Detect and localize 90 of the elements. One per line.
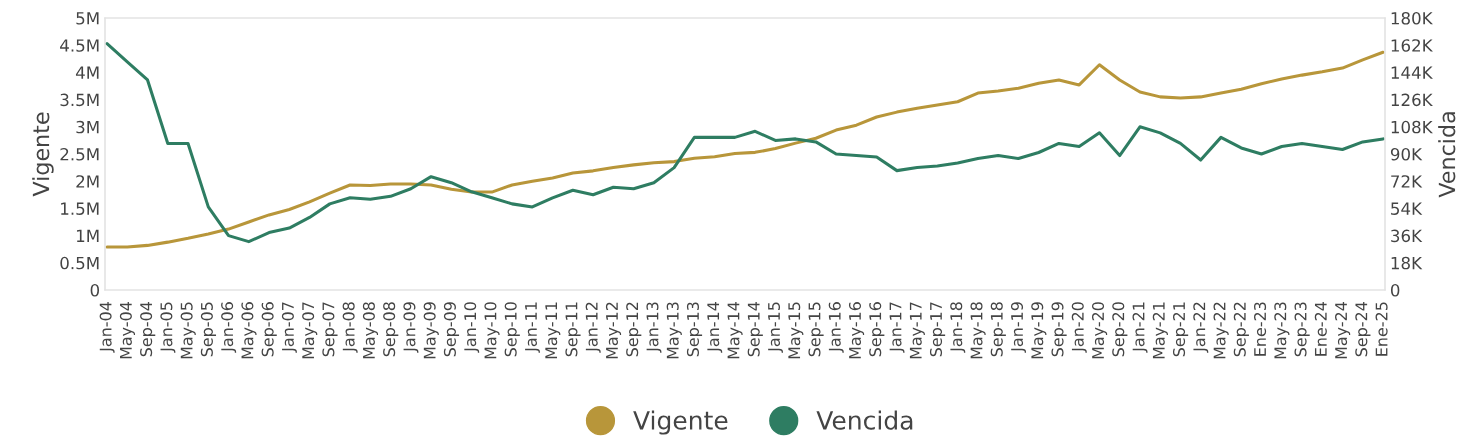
x-tick-label: Ene-25 <box>1375 302 1388 356</box>
x-tick-label: May-05 <box>180 302 196 359</box>
x-tick-label: May-08 <box>362 302 379 359</box>
x-tick-label: Sep-21 <box>1173 302 1189 357</box>
x-tick-label: Jan-09 <box>403 302 419 353</box>
y-tick-label: 0 <box>90 283 100 297</box>
x-tick-label: May-22 <box>1213 302 1229 359</box>
x-tick-label: Sep-13 <box>686 302 703 357</box>
x-tick-label: Jan-19 <box>1010 302 1027 353</box>
legend-label: Vigente <box>633 410 728 435</box>
x-tick-label: Sep-20 <box>1112 302 1128 357</box>
x-tick-label: Jan-08 <box>342 302 358 353</box>
x-tick-label: Jan-13 <box>646 302 662 353</box>
y-tick-label: 5M <box>76 12 99 25</box>
y-tick-label: 2.5M <box>60 147 99 161</box>
y2-tick-label: 144K <box>1391 66 1433 79</box>
x-tick-label: May-23 <box>1274 302 1290 359</box>
x-tick-label: May-20 <box>1091 302 1108 359</box>
x-tick-label: May-07 <box>302 302 318 359</box>
x-tick-label: Sep-16 <box>869 302 885 357</box>
x-tick-label: Jan-15 <box>768 302 783 353</box>
x-tick-label: May-17 <box>909 302 925 359</box>
x-tick-label: Sep-23 <box>1294 302 1310 357</box>
y2-tick-label: 72K <box>1391 175 1423 188</box>
x-tick-label: Jan-20 <box>1071 302 1087 353</box>
y-tick-label: 1.5M <box>61 202 99 215</box>
y2-axis-title: Vencida <box>1438 112 1456 198</box>
y-axis-title: Vigente <box>32 112 54 197</box>
y-tick-label: 4.5M <box>60 39 99 52</box>
y-tick-label: 0.5M <box>60 256 99 270</box>
x-tick-label: May-16 <box>848 302 865 359</box>
x-tick-label: May-21 <box>1152 302 1168 359</box>
x-tick-label: Jan-10 <box>464 302 480 353</box>
x-tick-label: Sep-22 <box>1233 302 1249 357</box>
y2-tick-label: 0 <box>1390 283 1400 297</box>
x-tick-label: Sep-11 <box>565 302 581 357</box>
legend-label: Vencida <box>816 410 913 430</box>
x-tick-label: May-12 <box>605 302 622 359</box>
y2-tick-label: 162K <box>1391 39 1433 52</box>
y2-tick-label: 18K <box>1391 256 1423 270</box>
x-tick-label: Sep-09 <box>443 302 460 357</box>
x-tick-label: Jan-21 <box>1132 302 1148 353</box>
x-tick-label: Jan-18 <box>950 302 966 353</box>
y-tick-label: 4M <box>75 66 99 79</box>
x-tick-label: May-18 <box>970 302 986 359</box>
y2-tick-label: 90K <box>1390 147 1423 161</box>
x-tick-label: Jan-07 <box>281 302 297 353</box>
x-tick-label: Jan-06 <box>221 302 237 353</box>
x-tick-label: Jan-04 <box>99 302 115 353</box>
y-tick-label: 2M <box>76 175 99 188</box>
y2-tick-label: 108K <box>1391 120 1433 134</box>
x-tick-label: Sep-12 <box>626 302 642 357</box>
x-tick-label: Sep-24 <box>1355 302 1371 357</box>
x-tick-label: May-19 <box>1031 302 1047 359</box>
x-tick-label: May-04 <box>119 302 136 359</box>
x-tick-label: Jan-14 <box>707 302 723 353</box>
x-tick-label: May-11 <box>545 302 561 359</box>
x-tick-label: Sep-04 <box>140 302 156 357</box>
x-tick-label: Sep-06 <box>261 302 277 357</box>
x-tick-label: Sep-08 <box>383 302 399 357</box>
y2-tick-label: 36K <box>1391 229 1423 243</box>
x-tick-label: May-13 <box>666 302 682 359</box>
y-tick-label: 3M <box>76 120 99 134</box>
y-tick-label: 1M <box>76 229 99 242</box>
y2-tick-label: 180K <box>1391 11 1433 25</box>
x-tick-label: May-09 <box>423 302 439 359</box>
x-tick-label: May-06 <box>241 302 257 359</box>
x-tick-label: Jan-22 <box>1193 302 1209 353</box>
x-tick-label: Jan-12 <box>585 302 601 353</box>
x-tick-label: Jan-16 <box>828 302 844 353</box>
x-tick-label: Sep-17 <box>929 302 946 357</box>
x-tick-label: May-14 <box>727 302 743 359</box>
x-tick-label: Ene-23 <box>1254 302 1267 356</box>
y-tick-label: 3.5M <box>60 93 99 107</box>
x-tick-label: Sep-10 <box>504 302 520 357</box>
x-tick-label: Sep-18 <box>990 302 1006 357</box>
x-tick-label: Sep-14 <box>747 302 763 357</box>
y2-tick-label: 126K <box>1391 93 1433 107</box>
x-tick-label: May-10 <box>484 302 500 359</box>
x-tick-label: Sep-05 <box>200 302 217 357</box>
x-tick-label: Sep-19 <box>1051 302 1067 357</box>
x-tick-label: Sep-15 <box>808 302 824 357</box>
x-tick-label: May-15 <box>788 302 804 359</box>
x-tick-label: May-24 <box>1335 302 1351 359</box>
x-tick-label: Sep-07 <box>322 302 338 357</box>
x-tick-label: Jan-17 <box>889 302 905 353</box>
x-tick-label: Ene-24 <box>1314 302 1327 356</box>
x-tick-label: Jan-05 <box>160 302 176 353</box>
y2-tick-label: 54K <box>1391 202 1423 215</box>
x-tick-label: Jan-11 <box>525 302 540 353</box>
